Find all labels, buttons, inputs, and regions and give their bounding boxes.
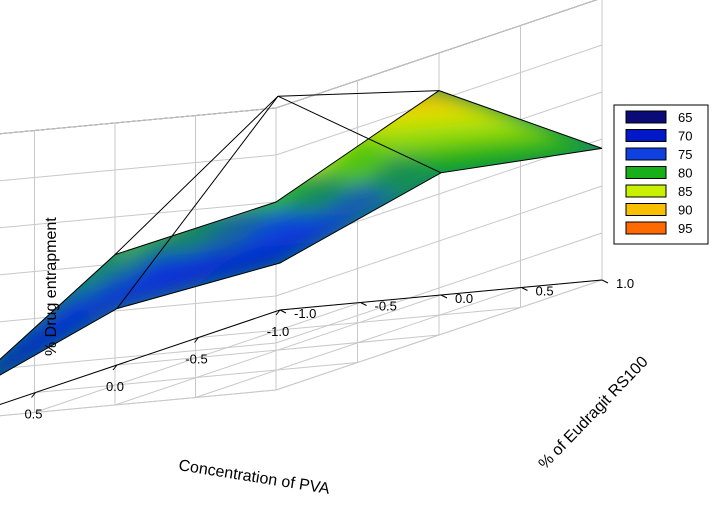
legend-label-90: 90 [678,203,692,218]
surface-cell-4-3 [236,94,321,162]
surface [0,90,602,402]
x-tick-label-1: 0.0 [106,379,124,394]
tick-labels: 657075808590950.50.0-0.5-1.0-1.0-0.50.00… [24,276,634,422]
legend-swatch-95 [625,221,667,235]
surface-outline [0,90,603,376]
x-tick-label-2: -0.5 [185,352,207,367]
surface-ridge-3 [277,95,442,174]
legend: 65 70 75 80 85 90 95 [613,104,709,245]
legend-swatch-80 [625,166,667,179]
x-axis-label: Concentration of PVA [177,457,331,498]
y-tick-mark-1 [360,302,367,306]
surface-shading [0,90,602,402]
legend-label-70: 70 [678,129,692,144]
surface-cell-3-4 [234,93,322,138]
surface-cell-2-3 [155,135,239,222]
legend-label-80: 80 [678,166,692,181]
z-axis-label: % Drug entrapment [43,217,60,356]
y-tick-label-2: 0.0 [455,291,473,306]
surface-edges [0,90,603,376]
legend-swatch-85 [625,184,667,198]
surface-cell-3-5 [274,92,362,133]
y-tick-label-0: -1.0 [294,306,316,321]
grid-line-floor-x-3 [35,362,358,393]
x-tick-mark-2 [194,337,199,343]
y-tick-label-4: 1.0 [616,276,634,291]
x-tick-mark-3 [275,309,281,316]
surface-cell-4-5 [317,92,400,114]
grid-line-z-5 [0,44,603,182]
y-tick-mark-4 [601,279,609,284]
y-tick-label-1: -0.5 [375,299,397,314]
surface-cell-4-4 [277,93,360,117]
grid-line-floor-y-2 [114,294,442,406]
axes [0,279,609,406]
y-tick-label-3: 0.5 [536,284,554,299]
surface-ridge-0 [114,95,279,255]
grid-line-z-1 [0,232,603,370]
surface-cell-1-5 [195,159,281,206]
legend-label-75: 75 [678,147,692,162]
surface-cell-2-5 [233,125,322,170]
surface-cell-3-3 [196,95,279,186]
x-tick-label-0: 0.5 [24,407,42,422]
legend-swatch-75 [625,147,667,161]
surface-fill [0,90,602,402]
surface-ridge-2 [116,95,279,309]
legend-swatch-70 [625,129,667,142]
grid-line-z-0 [0,279,603,417]
surface-cell-7-7 [520,132,602,156]
legend-swatch-90 [625,203,667,216]
y-axis-label: % of Eudragit RS100 [536,353,652,472]
legend-swatch-65 [625,110,667,124]
y-tick-mark-3 [521,287,528,291]
y-tick-mark-2 [440,294,448,299]
y-tick-mark-0 [279,309,287,314]
surface-cell-3-6 [314,90,402,129]
surface-cell-4-2 [195,148,281,208]
x-tick-mark-0 [31,392,36,398]
legend-label-95: 95 [678,221,692,236]
x-tick-mark-1 [112,364,118,371]
surface-ridge-1 [277,90,440,97]
x-tick-label-3: -1.0 [267,324,289,339]
legend-label-65: 65 [678,110,692,125]
legend-label-85: 85 [678,184,692,199]
surface-cell-2-4 [193,130,281,177]
grid-line-z-6 [0,0,598,135]
grid-line-floor-y-3 [195,287,522,398]
